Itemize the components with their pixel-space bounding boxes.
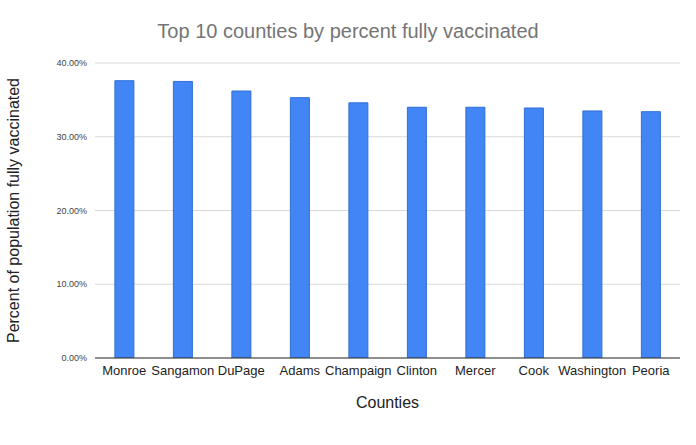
html-text:Top 10 counties by percent ful: Top 10 counties by percent fully vaccina… [157, 20, 539, 42]
svg-text:Washington: Washington [558, 363, 626, 378]
svg-text:Peoria: Peoria [632, 363, 670, 378]
svg-text:0.00%: 0.00% [61, 353, 87, 363]
svg-text:Sangamon: Sangamon [151, 363, 214, 378]
svg-text:20.00%: 20.00% [56, 206, 87, 216]
svg-text:Monroe: Monroe [102, 363, 146, 378]
svg-text:Percent of population fully va: Percent of population fully vaccinated [8, 78, 22, 343]
svg-text:10.00%: 10.00% [56, 279, 87, 289]
svg-text:40.00%: 40.00% [56, 58, 87, 68]
svg-text:Champaign: Champaign [325, 363, 392, 378]
svg-text:Cook: Cook [519, 363, 550, 378]
svg-text:Clinton: Clinton [397, 363, 437, 378]
svg-text:30.00%: 30.00% [56, 132, 87, 142]
svg-text:Counties: Counties [356, 394, 419, 411]
svg-text:Mercer: Mercer [455, 363, 496, 378]
svg-text:DuPage: DuPage [218, 363, 265, 378]
svg-text:Adams: Adams [280, 363, 321, 378]
